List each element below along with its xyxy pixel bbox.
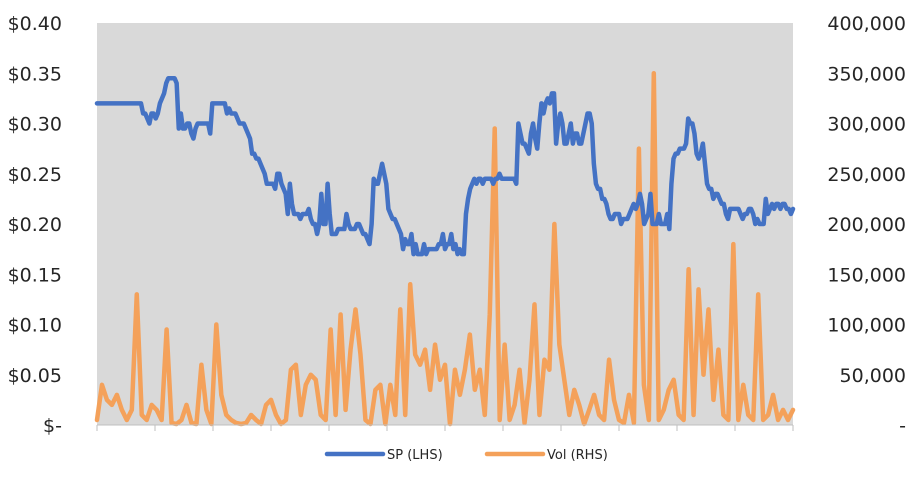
right-axis-tick-label: 100,000 bbox=[827, 315, 906, 337]
share-price-series-layer bbox=[94, 76, 796, 257]
share-price-line bbox=[94, 76, 796, 257]
volume-line bbox=[94, 71, 796, 427]
volume-series-layer bbox=[94, 71, 796, 427]
left-axis-tick-label: $0.10 bbox=[8, 315, 62, 337]
left-axis-tick-label: $0.15 bbox=[8, 264, 62, 286]
legend-label: Vol (RHS) bbox=[547, 448, 608, 463]
left-axis-tick-label: $0.30 bbox=[8, 114, 62, 136]
right-axis-tick-label: 50,000 bbox=[840, 365, 906, 387]
x-axis bbox=[96, 424, 794, 431]
right-axis-tick-label: 250,000 bbox=[827, 164, 906, 186]
right-axis-tick-label: 150,000 bbox=[827, 264, 906, 286]
left-axis-tick-label: $- bbox=[43, 415, 62, 437]
right-axis-tick-labels: - 50,000 100,000 150,000 200,000 250,000 300,0… bbox=[827, 13, 906, 437]
right-axis-tick-label: 300,000 bbox=[827, 114, 906, 136]
right-axis-tick-label: 350,000 bbox=[827, 63, 906, 85]
right-axis-tick-label: - bbox=[899, 415, 906, 437]
left-axis-tick-label: $0.35 bbox=[8, 63, 62, 85]
right-axis-tick-label: 200,000 bbox=[827, 214, 906, 236]
legend: SP (LHS) Vol (RHS) bbox=[324, 448, 608, 463]
left-axis-tick-label: $0.20 bbox=[8, 214, 62, 236]
legend-label: SP (LHS) bbox=[387, 448, 443, 463]
right-axis-tick-label: 400,000 bbox=[827, 13, 906, 35]
left-axis-tick-label: $0.40 bbox=[8, 13, 62, 35]
left-axis-tick-labels: $- $0.05 $0.10 $0.15 $0.20 $0.25 $0.30 $0.35 $0.… bbox=[8, 13, 62, 437]
left-axis-tick-label: $0.25 bbox=[8, 164, 62, 186]
left-axis-tick-label: $0.05 bbox=[8, 365, 62, 387]
